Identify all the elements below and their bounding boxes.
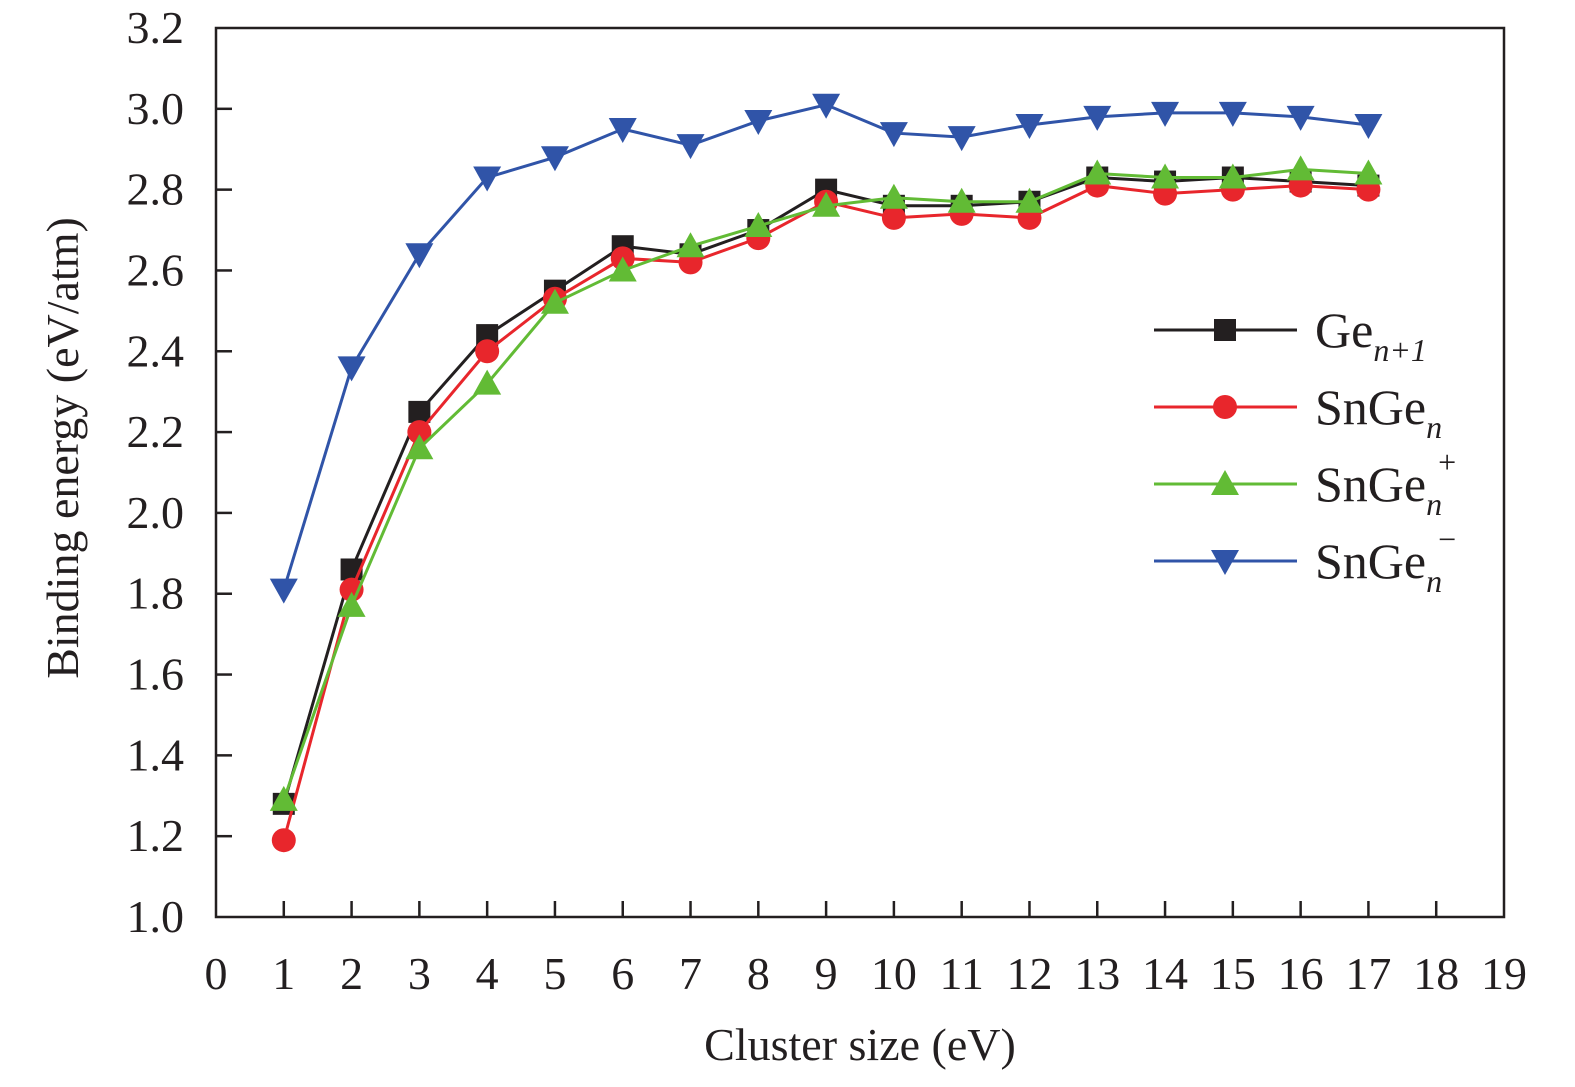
- triangle-down-marker: [676, 134, 705, 160]
- y-tick-label: 1.2: [127, 810, 185, 861]
- triangle-up-marker: [812, 191, 841, 217]
- triangle-up-marker: [1218, 163, 1247, 189]
- triangle-down-marker: [947, 126, 976, 152]
- series-triangle-up: [269, 155, 1383, 811]
- x-tick-label: 6: [611, 948, 634, 999]
- triangle-up-marker: [879, 183, 908, 209]
- legend-label: Gen+1: [1315, 302, 1427, 368]
- plot-frame: [214, 26, 1506, 919]
- y-tick-label: 3.2: [127, 2, 185, 53]
- triangle-down-marker: [1211, 550, 1239, 575]
- x-tick-label: 14: [1142, 948, 1188, 999]
- legend-item: SnGen: [1154, 379, 1442, 445]
- x-tick-label: 8: [747, 948, 770, 999]
- triangle-up-marker: [337, 591, 366, 617]
- triangle-down-marker: [879, 122, 908, 148]
- x-tick-label: 19: [1481, 948, 1527, 999]
- triangle-up-marker: [1151, 163, 1180, 189]
- triangle-up-marker: [269, 785, 298, 811]
- x-tick-label: 12: [1006, 948, 1052, 999]
- triangle-up-marker: [676, 232, 705, 258]
- y-tick-label: 2.8: [127, 164, 185, 215]
- x-tick-label: 9: [815, 948, 838, 999]
- triangle-down-marker: [1151, 101, 1180, 127]
- triangle-down-marker: [405, 243, 434, 269]
- x-tick-label: 16: [1278, 948, 1324, 999]
- triangle-up-marker: [1286, 155, 1315, 181]
- x-tick-label: 17: [1345, 948, 1391, 999]
- x-tick-label: 13: [1074, 948, 1120, 999]
- x-tick-label: 3: [408, 948, 431, 999]
- triangle-up-marker: [405, 434, 434, 460]
- series-line: [282, 184, 1369, 841]
- x-tick-label: 1: [272, 948, 295, 999]
- y-tick-label: 2.2: [127, 406, 185, 457]
- triangle-up-marker: [1015, 187, 1044, 213]
- y-tick-label: 1.8: [127, 568, 185, 619]
- x-tick-label: 0: [205, 948, 228, 999]
- x-tick-label: 7: [679, 948, 702, 999]
- legend-label: SnGen+: [1315, 444, 1456, 522]
- legend-item: SnGen−: [1154, 521, 1456, 599]
- triangle-up-marker: [947, 187, 976, 213]
- triangle-down-marker: [337, 356, 366, 382]
- x-tick-label: 15: [1210, 948, 1256, 999]
- x-tick-label: 18: [1413, 948, 1459, 999]
- triangle-up-marker: [1083, 159, 1112, 185]
- x-tick-label: 10: [871, 948, 917, 999]
- x-tick-label: 5: [543, 948, 566, 999]
- triangle-up-marker: [1211, 470, 1239, 495]
- triangle-down-marker: [1218, 101, 1247, 127]
- y-tick-label: 2.6: [127, 244, 185, 295]
- square-marker: [408, 400, 431, 423]
- triangle-up-marker: [540, 288, 569, 314]
- legend-item: Gen+1: [1154, 302, 1427, 368]
- x-tick-label: 11: [940, 948, 984, 999]
- triangle-down-marker: [744, 109, 773, 135]
- circle-marker: [881, 205, 906, 230]
- triangle-down-marker: [1286, 105, 1315, 131]
- triangle-up-marker: [1354, 159, 1383, 185]
- y-tick-label: 1.6: [127, 649, 185, 700]
- y-axis-label: Binding energy (eV/atm): [37, 217, 88, 679]
- circle-marker: [407, 420, 432, 445]
- y-tick-label: 2.4: [127, 325, 185, 376]
- series-circle: [271, 173, 1381, 853]
- y-tick-label: 3.0: [127, 83, 185, 134]
- circle-marker: [271, 828, 296, 853]
- triangle-up-marker: [473, 369, 502, 395]
- triangle-down-marker: [812, 93, 841, 119]
- triangle-down-marker: [608, 118, 637, 144]
- series-triangle-down: [269, 93, 1383, 604]
- x-tick-label: 4: [476, 948, 499, 999]
- series-line: [282, 175, 1369, 805]
- legend-item: SnGen+: [1154, 444, 1456, 522]
- triangle-down-marker: [1083, 105, 1112, 131]
- y-tick-label: 1.0: [127, 891, 185, 942]
- legend-label: SnGen: [1315, 379, 1442, 445]
- triangle-down-marker: [269, 578, 298, 604]
- x-axis-label: Cluster size (eV): [704, 1019, 1016, 1070]
- circle-marker: [475, 339, 500, 364]
- y-tick-label: 1.4: [127, 729, 185, 780]
- triangle-up-marker: [744, 212, 773, 238]
- triangle-up-marker: [608, 256, 637, 282]
- triangle-down-marker: [540, 146, 569, 172]
- triangle-down-marker: [473, 166, 502, 192]
- y-tick-label: 2.0: [127, 487, 185, 538]
- circle-marker: [1213, 395, 1237, 419]
- legend-label: SnGen−: [1315, 521, 1456, 599]
- triangle-down-marker: [1015, 113, 1044, 139]
- square-marker: [1214, 319, 1236, 341]
- x-tick-label: 2: [340, 948, 363, 999]
- triangle-down-marker: [1354, 113, 1383, 139]
